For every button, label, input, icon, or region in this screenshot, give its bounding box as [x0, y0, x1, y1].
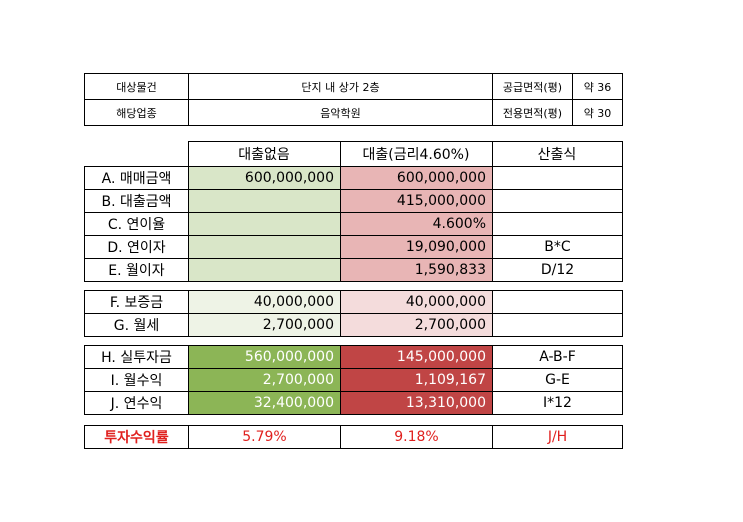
- formula-value: [492, 166, 623, 190]
- calc-section-loan: A. 매매금액 600,000,000 600,000,000 B. 대출금액 …: [84, 166, 623, 282]
- header-blank: [84, 142, 188, 167]
- loan-value: 600,000,000: [340, 166, 493, 190]
- info-value-supply-area: 약 36: [572, 73, 623, 100]
- no-loan-value: [188, 212, 341, 236]
- row-label: A. 매매금액: [84, 166, 189, 190]
- formula-value: D/12: [492, 258, 623, 282]
- table-row: B. 대출금액 415,000,000: [84, 189, 623, 213]
- table-row: F. 보증금 40,000,000 40,000,000: [84, 290, 623, 314]
- info-value-business: 음악학원: [188, 99, 493, 126]
- formula-value: G-E: [492, 368, 623, 392]
- row-label: C. 연이율: [84, 212, 189, 236]
- table-row: H. 실투자금 560,000,000 145,000,000 A-B-F: [84, 345, 623, 369]
- formula-value: A-B-F: [492, 345, 623, 369]
- result-row: 투자수익률 5.79% 9.18% J/H: [84, 425, 623, 449]
- header-formula: 산출식: [491, 141, 623, 167]
- no-loan-value: 32,400,000: [188, 391, 341, 415]
- info-row-property: 대상물건 단지 내 상가 2층 공급면적(평) 약 36: [84, 73, 623, 100]
- table-row: A. 매매금액 600,000,000 600,000,000: [84, 166, 623, 190]
- no-loan-value: [188, 235, 341, 259]
- loan-value: 19,090,000: [340, 235, 493, 259]
- formula-value: [492, 290, 623, 314]
- no-loan-value: [188, 189, 341, 213]
- no-loan-value: 560,000,000: [188, 345, 341, 369]
- info-label-supply-area: 공급면적(평): [492, 73, 573, 100]
- info-value-property: 단지 내 상가 2층: [188, 73, 493, 100]
- result-formula-value: J/H: [492, 425, 623, 449]
- no-loan-value: 2,700,000: [188, 368, 341, 392]
- row-label: H. 실투자금: [84, 345, 189, 369]
- loan-value: 1,590,833: [340, 258, 493, 282]
- table-row: C. 연이율 4.600%: [84, 212, 623, 236]
- no-loan-value: 2,700,000: [188, 313, 341, 337]
- info-value-exclusive-area: 약 30: [572, 99, 623, 126]
- info-label-exclusive-area: 전용면적(평): [492, 99, 573, 126]
- loan-value: 40,000,000: [340, 290, 493, 314]
- loan-value: 13,310,000: [340, 391, 493, 415]
- no-loan-value: 600,000,000: [188, 166, 341, 190]
- calc-section-returns: H. 실투자금 560,000,000 145,000,000 A-B-F I.…: [84, 345, 623, 415]
- property-info-table: 대상물건 단지 내 상가 2층 공급면적(평) 약 36 해당업종 음악학원 전…: [84, 73, 623, 126]
- row-label: I. 월수익: [84, 368, 189, 392]
- no-loan-value: [188, 258, 341, 282]
- loan-value: 415,000,000: [340, 189, 493, 213]
- calc-section-lease: F. 보증금 40,000,000 40,000,000 G. 월세 2,700…: [84, 290, 623, 337]
- result-label: 투자수익률: [84, 425, 189, 449]
- info-label-property: 대상물건: [84, 73, 189, 100]
- result-loan-value: 9.18%: [340, 425, 493, 449]
- table-row: G. 월세 2,700,000 2,700,000: [84, 313, 623, 337]
- row-label: D. 연이자: [84, 235, 189, 259]
- loan-value: 145,000,000: [340, 345, 493, 369]
- calc-header-table: 대출없음 대출(금리4.60%) 산출식: [84, 141, 623, 167]
- loan-value: 2,700,000: [340, 313, 493, 337]
- row-label: B. 대출금액: [84, 189, 189, 213]
- formula-value: [492, 313, 623, 337]
- table-row: J. 연수익 32,400,000 13,310,000 I*12: [84, 391, 623, 415]
- header-no-loan: 대출없음: [187, 141, 341, 167]
- formula-value: [492, 212, 623, 236]
- info-label-business: 해당업종: [84, 99, 189, 126]
- row-label: J. 연수익: [84, 391, 189, 415]
- row-label: F. 보증금: [84, 290, 189, 314]
- formula-value: [492, 189, 623, 213]
- loan-value: 1,109,167: [340, 368, 493, 392]
- result-no-loan-value: 5.79%: [188, 425, 341, 449]
- no-loan-value: 40,000,000: [188, 290, 341, 314]
- info-row-business: 해당업종 음악학원 전용면적(평) 약 30: [84, 99, 623, 126]
- row-label: E. 월이자: [84, 258, 189, 282]
- formula-value: B*C: [492, 235, 623, 259]
- table-row: E. 월이자 1,590,833 D/12: [84, 258, 623, 282]
- calc-header-row: 대출없음 대출(금리4.60%) 산출식: [84, 141, 623, 167]
- table-row: D. 연이자 19,090,000 B*C: [84, 235, 623, 259]
- formula-value: I*12: [492, 391, 623, 415]
- header-loan: 대출(금리4.60%): [339, 141, 493, 167]
- table-row: I. 월수익 2,700,000 1,109,167 G-E: [84, 368, 623, 392]
- row-label: G. 월세: [84, 313, 189, 337]
- calc-section-result: 투자수익률 5.79% 9.18% J/H: [84, 425, 623, 449]
- loan-value: 4.600%: [340, 212, 493, 236]
